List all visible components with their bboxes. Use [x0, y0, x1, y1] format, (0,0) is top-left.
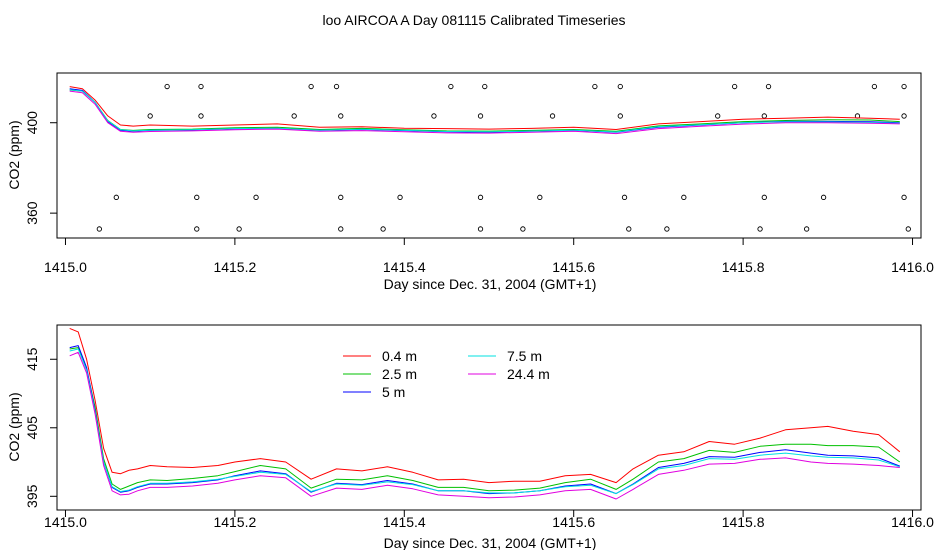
top-marker-point	[901, 83, 907, 90]
bottom-plot-frame	[56, 324, 922, 511]
top-y-tick-label: 360	[24, 201, 40, 225]
bottom-panel: Day since Dec. 31, 2004 (GMT+1) CO2 (ppm…	[6, 324, 934, 550]
bottom-x-tick-label: 1416.0	[891, 514, 934, 530]
legend-label-7-5-m: 7.5 m	[507, 348, 542, 364]
top-marker-point	[715, 113, 721, 119]
top-marker-point	[380, 226, 386, 232]
top-x-tick-label: 1416.0	[891, 259, 934, 275]
top-marker-point	[194, 194, 200, 200]
top-series-line-7-5-m	[69, 89, 900, 133]
top-series-line-2-5-m	[69, 89, 900, 132]
top-marker-point	[731, 83, 738, 90]
top-marker-point	[549, 113, 556, 119]
top-x-axis-label: Day since Dec. 31, 2004 (GMT+1)	[384, 276, 597, 292]
top-marker-point	[477, 226, 484, 232]
top-marker-point	[871, 83, 878, 90]
top-marker-point	[803, 226, 810, 232]
top-marker-point	[617, 113, 623, 119]
legend-label-24-4-m: 24.4 m	[507, 366, 550, 382]
top-panel: Day since Dec. 31, 2004 (GMT+1) CO2 (ppm…	[6, 72, 934, 292]
legend-label-5-m: 5 m	[382, 384, 405, 400]
top-marker-point	[431, 113, 437, 119]
top-marker-point	[448, 83, 454, 90]
bottom-series-line-0-4-m	[69, 327, 901, 484]
top-x-tick-label: 1415.2	[213, 259, 256, 275]
top-marker-point	[338, 226, 344, 232]
top-marker-point	[757, 226, 763, 232]
top-x-tick-label: 1415.8	[722, 259, 765, 275]
top-marker-point	[308, 83, 314, 90]
top-y-axis-label: CO2 (ppm)	[6, 120, 22, 189]
top-marker-point	[761, 113, 767, 119]
top-marker-point	[477, 113, 484, 119]
top-plot-frame	[56, 72, 922, 239]
top-marker-point	[164, 83, 170, 90]
legend-label-0-4-m: 0.4 m	[382, 348, 417, 364]
chart-title: loo AIRCOA A Day 081115 Calibrated Times…	[323, 12, 626, 28]
top-y-tick-label: 400	[24, 111, 40, 135]
bottom-series-line-7-5-m	[69, 348, 900, 495]
bottom-y-axis-label: CO2 (ppm)	[6, 392, 22, 461]
top-marker-point	[621, 194, 628, 200]
top-marker-point	[520, 226, 526, 232]
top-marker-point	[617, 83, 623, 90]
top-marker-point	[291, 113, 297, 119]
bottom-series-line-2-5-m	[69, 347, 901, 492]
top-marker-point	[681, 194, 687, 200]
top-marker-point	[537, 194, 543, 200]
top-marker-point	[338, 113, 344, 119]
top-marker-point	[761, 194, 767, 200]
top-marker-point	[482, 83, 488, 90]
top-x-tick-label: 1415.4	[383, 259, 426, 275]
top-marker-point	[901, 194, 907, 200]
top-marker-point	[147, 113, 153, 119]
bottom-x-tick-label: 1415.4	[383, 514, 426, 530]
bottom-x-tick-label: 1415.6	[552, 514, 595, 530]
top-marker-point	[820, 194, 827, 200]
legend-label-2-5-m: 2.5 m	[382, 366, 417, 382]
bottom-x-tick-label: 1415.8	[722, 514, 765, 530]
top-x-tick-label: 1415.0	[44, 259, 87, 275]
bottom-x-tick-label: 1415.2	[213, 514, 256, 530]
top-marker-point	[333, 83, 340, 90]
top-marker-point	[338, 194, 344, 200]
top-marker-point	[253, 194, 259, 200]
top-x-tick-label: 1415.6	[552, 259, 595, 275]
top-marker-point	[592, 83, 598, 90]
top-marker-point	[477, 194, 484, 200]
top-marker-point	[194, 226, 200, 232]
bottom-x-axis-label: Day since Dec. 31, 2004 (GMT+1)	[384, 535, 597, 550]
bottom-series-line-5-m	[69, 345, 900, 495]
top-series-line-0-4-m	[69, 86, 900, 130]
bottom-y-tick-label: 415	[24, 347, 40, 371]
top-marker-point	[96, 226, 103, 232]
bottom-y-tick-label: 405	[24, 416, 40, 440]
bottom-series-line-24-4-m	[69, 351, 900, 500]
legend: 0.4 m 2.5 m 5 m 7.5 m 24.4 m	[343, 348, 550, 400]
top-marker-point	[901, 113, 907, 119]
top-marker-point	[236, 226, 242, 232]
top-marker-point	[626, 226, 632, 232]
bottom-y-tick-label: 395	[24, 484, 40, 508]
top-marker-point	[198, 83, 204, 90]
top-marker-point	[765, 83, 772, 90]
top-series-line-24-4-m	[69, 90, 900, 135]
top-marker-point	[905, 226, 911, 232]
top-marker-point	[397, 194, 403, 200]
top-marker-point	[664, 226, 670, 232]
top-marker-point	[113, 194, 119, 200]
bottom-x-tick-label: 1415.0	[44, 514, 87, 530]
top-marker-point	[198, 113, 204, 119]
